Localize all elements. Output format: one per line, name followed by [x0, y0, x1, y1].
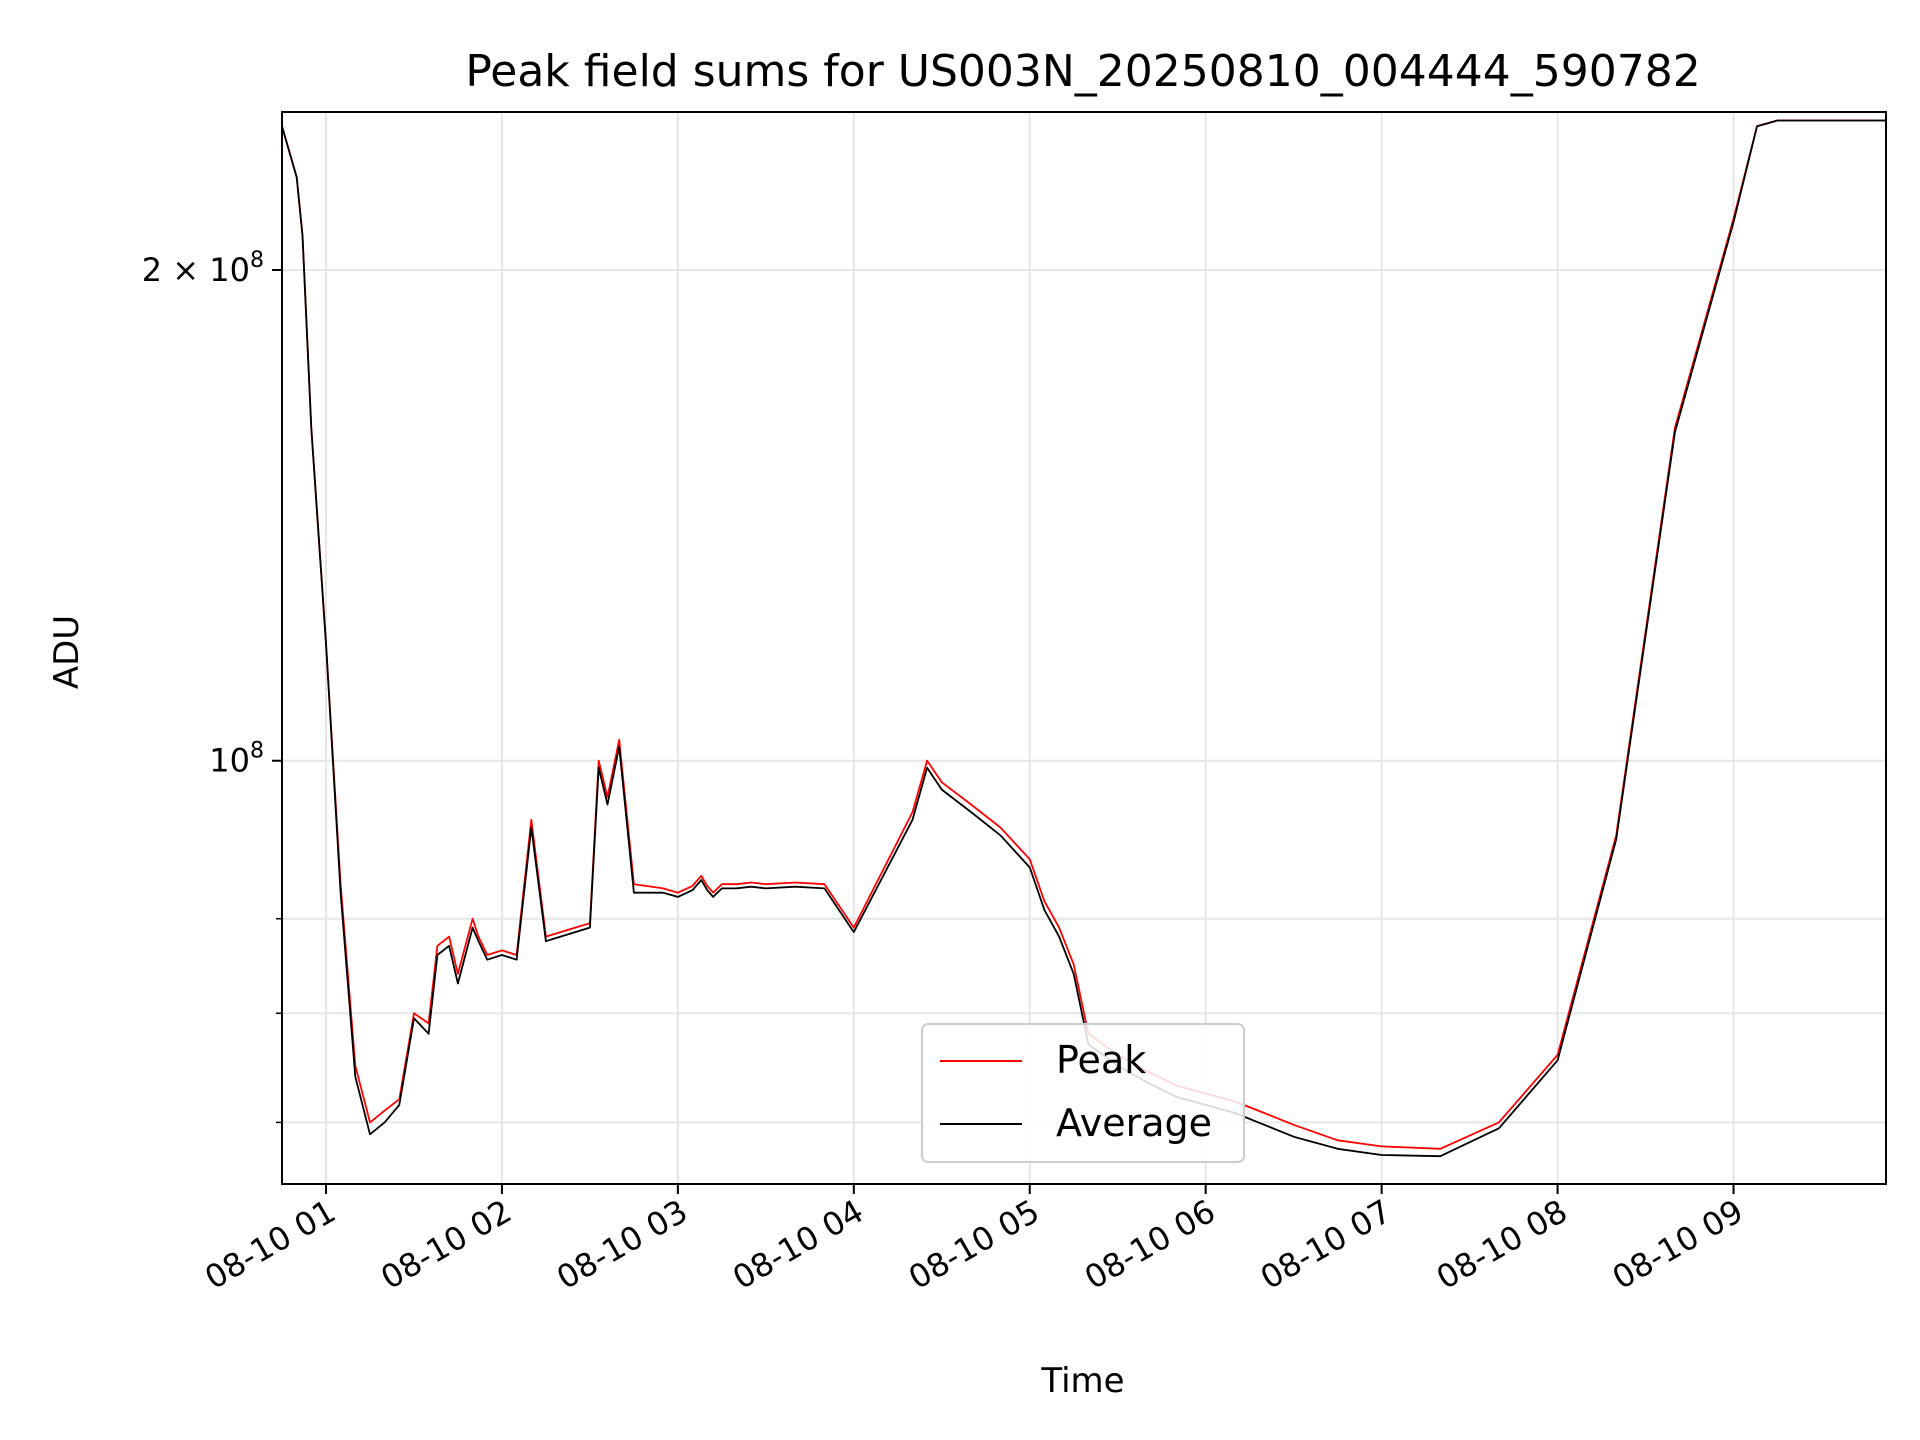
grid — [282, 112, 1886, 1184]
y-tick-label: 2 × 108 — [142, 248, 264, 289]
series-line-average — [281, 119, 1886, 1158]
y-axis-label: ADU — [47, 615, 87, 689]
x-axis-label: Time — [1040, 1361, 1124, 1401]
legend-label-average: Average — [1056, 1101, 1212, 1145]
y-tick-label: 108 — [209, 739, 264, 780]
series-line-peak — [281, 119, 1886, 1150]
legend-box — [921, 1023, 1245, 1163]
plot-frame — [281, 111, 1887, 1185]
y-axis: 108 2 × 108 — [142, 248, 282, 1124]
legend: Peak Average — [921, 1023, 1245, 1163]
chart-title: Peak field sums for US003N_20250810_0044… — [465, 46, 1700, 97]
legend-label-peak: Peak — [1056, 1038, 1146, 1082]
series-layer — [281, 119, 1886, 1158]
